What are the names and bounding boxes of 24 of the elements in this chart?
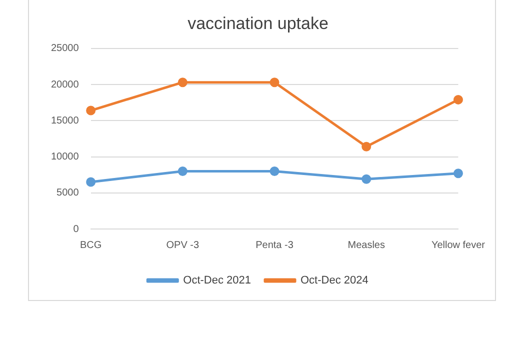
x-tick-label: Yellow fever <box>431 240 486 251</box>
y-tick-label: 20000 <box>50 79 80 90</box>
point <box>453 94 463 104</box>
x-tick-label: BCG <box>80 240 102 251</box>
x-tick-label: Penta -3 <box>256 240 294 251</box>
point <box>86 177 96 187</box>
x-tick-label: Measles <box>348 240 385 251</box>
y-tick-label: 5000 <box>56 188 80 199</box>
point <box>270 166 280 176</box>
point <box>178 78 188 88</box>
point <box>178 166 188 176</box>
point <box>86 106 96 116</box>
point <box>362 174 372 184</box>
chart-title: vaccination uptake <box>188 14 328 33</box>
point <box>453 168 463 178</box>
y-tick-label: 0 <box>73 224 80 235</box>
y-tick-label: 10000 <box>50 152 80 163</box>
y-tick-label: 25000 <box>50 43 80 54</box>
point <box>270 78 280 88</box>
y-tick-label: 15000 <box>50 115 80 126</box>
legend-label: Oct-Dec 2021 <box>183 274 252 287</box>
legend-label: Oct-Dec 2024 <box>300 274 368 287</box>
point <box>362 142 372 152</box>
x-tick-label: OPV -3 <box>166 240 200 251</box>
